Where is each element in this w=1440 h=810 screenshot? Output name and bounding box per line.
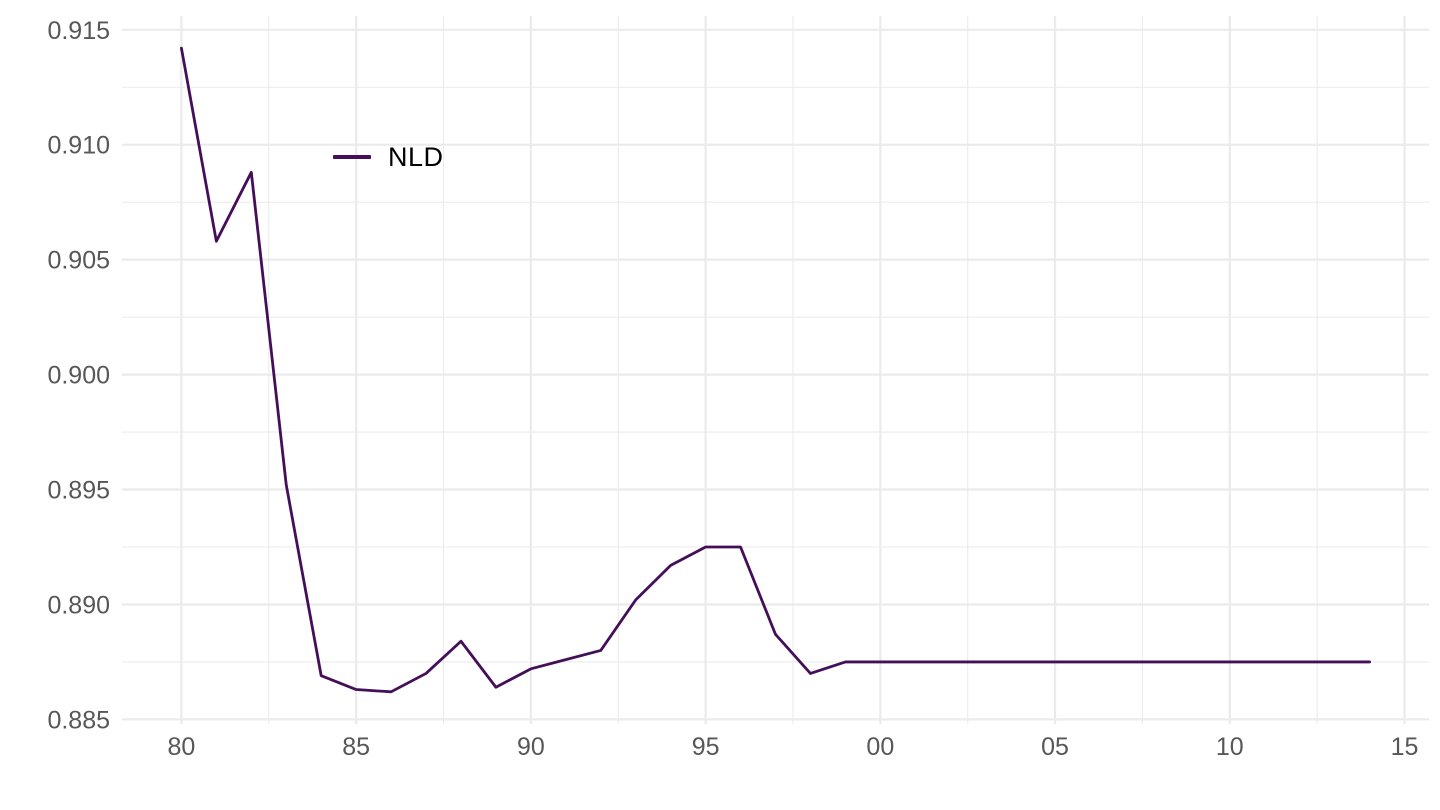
- data-line-NLD: [180, 46, 1371, 694]
- legend-key-line: [333, 155, 371, 159]
- y-axis-tick-label: 0.885: [47, 706, 110, 734]
- x-axis-tick-label: 00: [866, 733, 894, 761]
- x-axis-tick-label: 95: [692, 733, 720, 761]
- y-axis-tick-label: 0.910: [47, 132, 110, 160]
- x-axis-tick-label: 05: [1041, 733, 1069, 761]
- x-axis-tick-label: 90: [517, 733, 545, 761]
- y-axis-tick-label: 0.890: [47, 591, 110, 619]
- x-axis-tick-label: 80: [168, 733, 196, 761]
- y-axis-tick-label: 0.895: [47, 477, 110, 505]
- y-axis-tick-label: 0.900: [47, 362, 110, 390]
- y-axis-tick-label: 0.915: [47, 17, 110, 45]
- x-axis-tick-label: 85: [342, 733, 370, 761]
- x-axis-tick-label: 10: [1216, 733, 1244, 761]
- legend: NLD: [333, 142, 444, 172]
- y-axis-tick-label: 0.905: [47, 247, 110, 275]
- x-axis-tick-label: 15: [1391, 733, 1419, 761]
- legend-label: NLD: [388, 142, 444, 172]
